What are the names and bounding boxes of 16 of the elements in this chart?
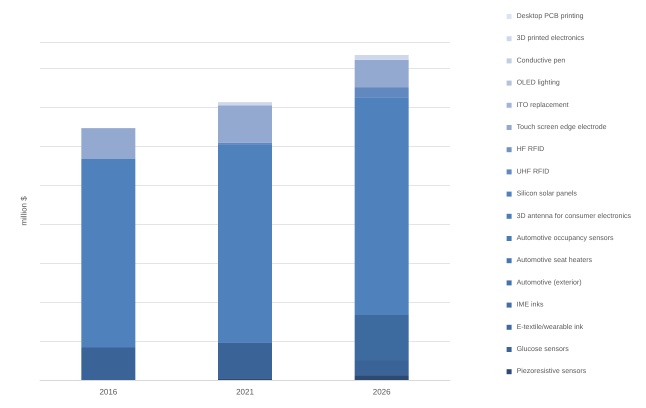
y-axis-title: million $ — [20, 196, 28, 226]
bar — [354, 97, 409, 315]
x-tick-label: 2026 — [372, 388, 392, 396]
bar — [354, 375, 409, 380]
bar — [354, 60, 409, 88]
bar — [81, 159, 136, 348]
x-tick-label: 2021 — [236, 388, 254, 396]
bar — [218, 342, 272, 378]
bar — [354, 88, 409, 98]
bar — [81, 128, 136, 159]
x-tick-label: 2016 — [99, 388, 118, 396]
bar — [81, 348, 136, 380]
bar — [218, 102, 272, 106]
bar — [354, 55, 409, 60]
bar — [218, 144, 272, 343]
bar — [218, 105, 272, 143]
